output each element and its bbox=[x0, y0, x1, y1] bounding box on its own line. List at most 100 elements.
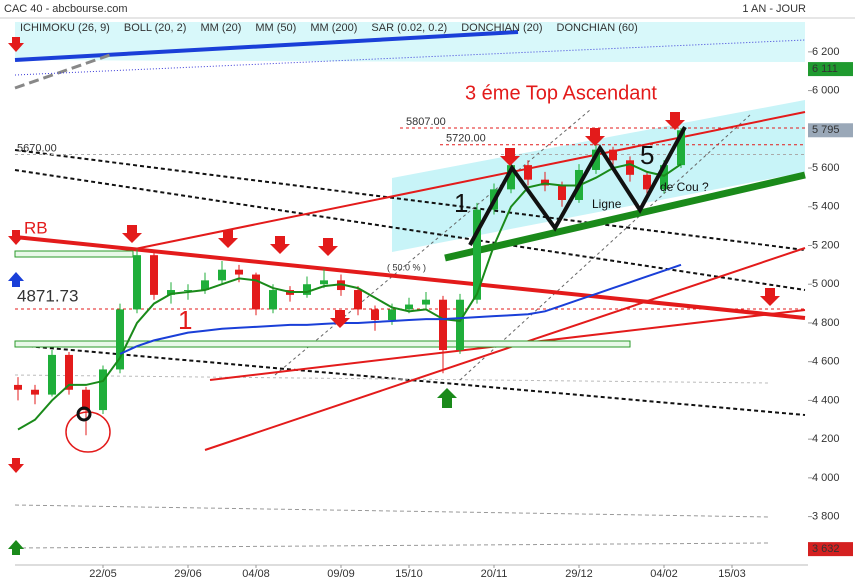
candle-body bbox=[167, 290, 175, 295]
legend-entry: MM (20) bbox=[200, 22, 241, 34]
arrows bbox=[8, 37, 780, 473]
x-tick-label: 04/02 bbox=[650, 568, 678, 580]
down-arrow bbox=[760, 288, 780, 306]
x-tick-label: 04/08 bbox=[242, 568, 270, 580]
down-arrow bbox=[8, 230, 24, 245]
circle-highlight bbox=[65, 411, 111, 453]
up-arrow bbox=[8, 540, 24, 555]
candle-body bbox=[48, 354, 56, 395]
annotation: RB bbox=[24, 218, 48, 237]
down-arrow bbox=[318, 238, 338, 256]
y-tick-label: 5 600 bbox=[812, 162, 840, 174]
trend-line bbox=[14, 169, 806, 291]
candle-body bbox=[31, 389, 39, 395]
y-tick-label: 4 400 bbox=[812, 394, 840, 406]
y-tick-label: 5 000 bbox=[812, 278, 840, 290]
candle-body bbox=[320, 280, 328, 285]
legend-entry: MM (50) bbox=[255, 22, 296, 34]
price-tag-label: 5 795 bbox=[812, 124, 840, 136]
candle-body bbox=[184, 290, 192, 292]
price-tag-label: 6 111 bbox=[812, 63, 838, 75]
down-arrow bbox=[500, 148, 520, 166]
price-marks bbox=[14, 127, 805, 436]
support-box bbox=[14, 250, 134, 258]
candle-body bbox=[116, 309, 124, 370]
y-tick-label: 4 000 bbox=[812, 472, 840, 484]
cloud-zone bbox=[15, 22, 805, 62]
down-arrow bbox=[8, 37, 24, 52]
candle-body bbox=[82, 389, 90, 411]
candle-body bbox=[133, 255, 141, 310]
candle-body bbox=[371, 309, 379, 321]
candle-body bbox=[592, 149, 600, 170]
y-tick-label: 4 600 bbox=[812, 356, 840, 368]
y-tick-label: 6 200 bbox=[812, 46, 840, 58]
annotation: ( 50.0 % ) bbox=[387, 262, 426, 272]
level-label: 5807.00 bbox=[406, 116, 446, 128]
candle-body bbox=[473, 209, 481, 300]
down-arrow bbox=[8, 458, 24, 473]
annotation: 1 bbox=[454, 188, 468, 218]
legend-entry: MM (200) bbox=[310, 22, 357, 34]
trend-line bbox=[14, 53, 111, 90]
candle-body bbox=[235, 269, 243, 275]
period-label: 1 AN - JOUR bbox=[742, 3, 806, 15]
y-tick-label: 5 400 bbox=[812, 201, 840, 213]
annotation: 5 bbox=[640, 140, 654, 170]
candle-body bbox=[354, 290, 362, 310]
moving-average bbox=[119, 263, 682, 355]
x-tick-label: 22/05 bbox=[89, 568, 117, 580]
price-tag bbox=[808, 62, 853, 77]
price-tag bbox=[808, 542, 853, 557]
trend-line bbox=[204, 247, 806, 451]
down-arrow bbox=[585, 128, 605, 146]
candle-body bbox=[14, 384, 22, 390]
candle-body bbox=[643, 174, 651, 190]
level-label: 5720.00 bbox=[446, 133, 486, 145]
up-arrow bbox=[8, 272, 24, 287]
annotation: Ligne bbox=[592, 197, 622, 211]
candle-body bbox=[660, 165, 668, 190]
legend-entry: BOLL (20, 2) bbox=[124, 22, 187, 34]
candle-body bbox=[422, 299, 430, 305]
candle-body bbox=[269, 290, 277, 310]
candle-body bbox=[252, 274, 260, 310]
annotation: de Cou ? bbox=[660, 180, 709, 194]
candle-body bbox=[456, 299, 464, 351]
down-arrow bbox=[330, 310, 350, 328]
level-label: 4871.73 bbox=[17, 287, 78, 306]
y-tick-label: 4 800 bbox=[812, 317, 840, 329]
down-arrow bbox=[270, 236, 290, 254]
candle-body bbox=[677, 130, 685, 166]
price-tag-label: 3 632 bbox=[812, 543, 840, 555]
annotation: 1 bbox=[178, 305, 192, 335]
candle-body bbox=[150, 255, 158, 295]
y-tick-label: 6 000 bbox=[812, 84, 840, 96]
x-tick-label: 09/09 bbox=[327, 568, 355, 580]
resistance-line bbox=[14, 235, 806, 320]
x-tick-label: 15/10 bbox=[395, 568, 423, 580]
trend-line bbox=[14, 30, 519, 62]
support-box bbox=[14, 340, 631, 348]
down-arrow bbox=[122, 225, 142, 243]
legend-entry: ICHIMOKU (26, 9) bbox=[20, 22, 110, 34]
trend-line bbox=[14, 344, 806, 416]
y-tick-label: 5 200 bbox=[812, 239, 840, 251]
candle-body bbox=[405, 304, 413, 310]
candle-body bbox=[99, 369, 107, 411]
y-tick-label: 4 200 bbox=[812, 433, 840, 445]
candle-body bbox=[65, 354, 73, 390]
x-tick-label: 20/11 bbox=[481, 568, 508, 580]
candle-body bbox=[609, 149, 617, 161]
candle-body bbox=[388, 309, 396, 321]
x-tick-label: 29/06 bbox=[174, 568, 202, 580]
legend-entry: DONCHIAN (60) bbox=[557, 22, 638, 34]
candle-body bbox=[201, 280, 209, 291]
moving-average bbox=[17, 163, 682, 431]
down-arrow bbox=[665, 112, 685, 130]
candle-body bbox=[439, 299, 447, 351]
legend-entry: SAR (0.02, 0.2) bbox=[371, 22, 447, 34]
trend-line bbox=[129, 111, 806, 251]
